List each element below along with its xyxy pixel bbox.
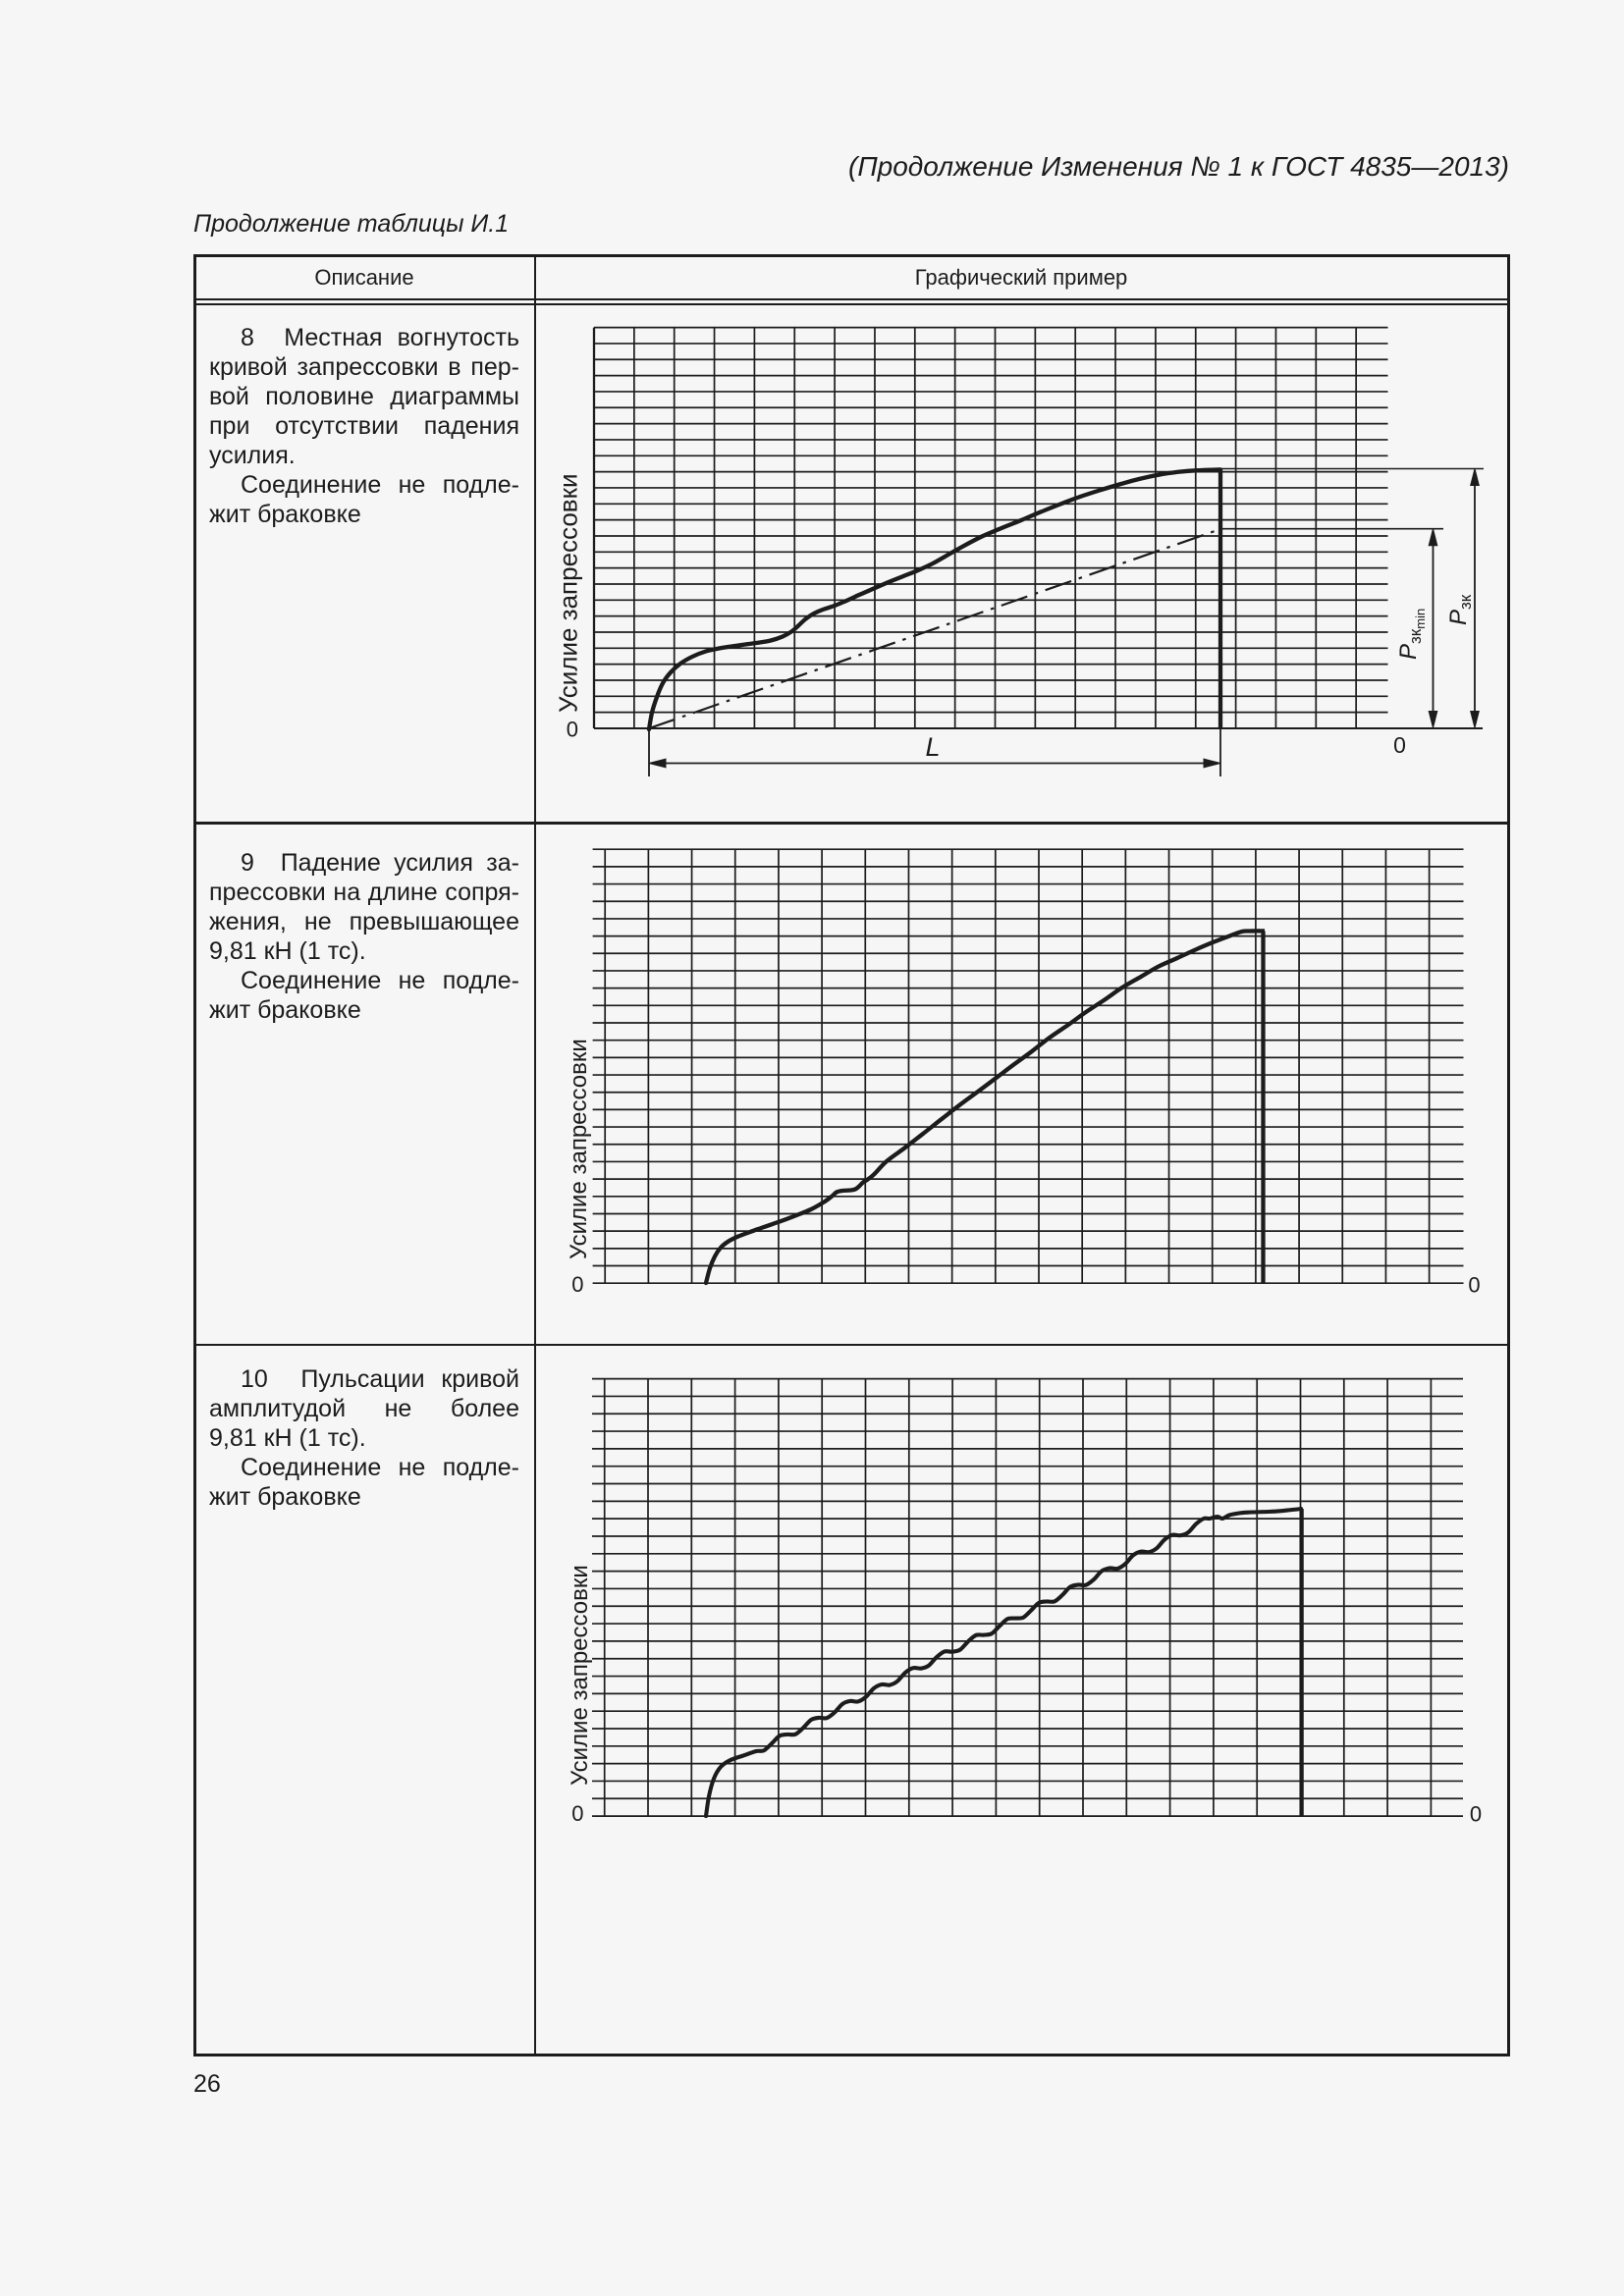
svg-text:0: 0 (571, 1801, 583, 1826)
svg-text:L: L (925, 732, 940, 762)
svg-text:0: 0 (1393, 732, 1406, 758)
svg-text:0: 0 (571, 1272, 583, 1297)
svg-text:Pзк: Pзк (1445, 594, 1475, 625)
svg-text:Pзкmin: Pзкmin (1395, 609, 1428, 660)
svg-text:0: 0 (1468, 1273, 1480, 1298)
svg-text:Усилие запрессовки: Усилие запрессовки (566, 1039, 592, 1259)
svg-text:0: 0 (1470, 1802, 1482, 1827)
svg-text:Усилие запрессовки: Усилие запрессовки (567, 1565, 593, 1786)
svg-text:Усилие запрессовки: Усилие запрессовки (554, 473, 583, 713)
svg-text:0: 0 (567, 718, 578, 742)
